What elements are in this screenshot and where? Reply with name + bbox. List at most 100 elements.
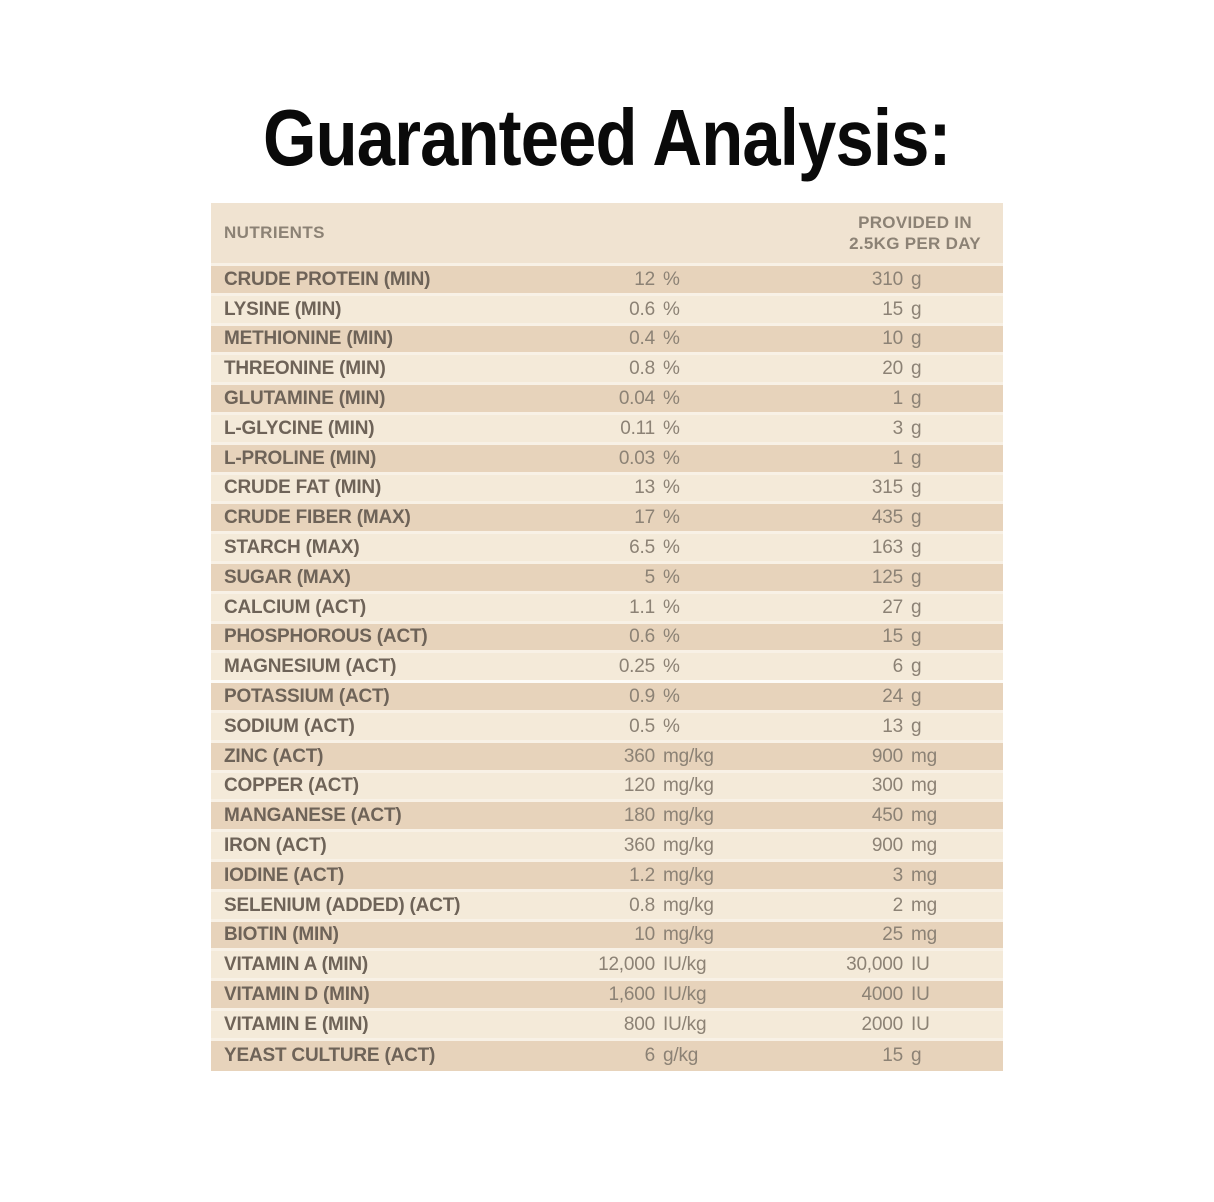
daily-unit: mg <box>911 776 937 796</box>
nutrient-unit: IU/kg <box>663 1014 707 1034</box>
daily-unit: g <box>911 448 922 468</box>
nutrient-unit: g/kg <box>663 1046 699 1066</box>
nutrient-value: 6 <box>644 1046 655 1066</box>
daily-value: 2000 <box>861 1014 903 1034</box>
daily-unit: IU <box>911 1014 930 1034</box>
nutrient-name: PHOSPHOROUS (ACT) <box>224 627 428 647</box>
daily-value: 25 <box>882 925 903 945</box>
table-row: POTASSIUM (ACT) 0.9 % 24 g <box>211 683 1003 713</box>
nutrient-unit: mg/kg <box>663 925 714 945</box>
daily-value: 900 <box>871 746 903 766</box>
nutrient-name: YEAST CULTURE (ACT) <box>224 1046 436 1066</box>
nutrient-name: SUGAR (MAX) <box>224 567 351 587</box>
nutrient-value: 0.8 <box>629 895 655 915</box>
nutrient-name: POTASSIUM (ACT) <box>224 687 390 707</box>
nutrient-value: 0.6 <box>629 299 655 319</box>
nutrient-unit: mg/kg <box>663 836 714 856</box>
nutrient-value: 360 <box>623 746 655 766</box>
nutrient-unit: mg/kg <box>663 895 714 915</box>
nutrient-name: L-PROLINE (MIN) <box>224 448 377 468</box>
nutrient-value: 0.04 <box>618 389 655 409</box>
nutrient-unit: % <box>663 567 680 587</box>
table-row: IRON (ACT) 360 mg/kg 900 mg <box>211 832 1003 862</box>
nutrient-name: VITAMIN E (MIN) <box>224 1014 369 1034</box>
table-row: L-PROLINE (MIN) 0.03 % 1 g <box>211 444 1003 475</box>
daily-value: 163 <box>871 538 903 558</box>
nutrient-value: 6.5 <box>629 538 655 558</box>
table-row: VITAMIN E (MIN) 800 IU/kg 2000 IU <box>211 1010 1003 1041</box>
daily-value: 1 <box>892 448 903 468</box>
nutrient-value: 180 <box>623 806 655 826</box>
nutrient-value: 0.25 <box>618 657 655 677</box>
table-row: METHIONINE (MIN) 0.4 % 10 g <box>211 325 1003 356</box>
nutrient-value: 13 <box>634 478 655 498</box>
nutrient-value: 800 <box>623 1014 655 1034</box>
daily-value: 15 <box>882 299 903 319</box>
guaranteed-analysis-table: NUTRIENTS PROVIDED IN 2.5KG PER DAY CRUD… <box>211 203 1003 1071</box>
nutrient-name: CALCIUM (ACT) <box>224 597 366 617</box>
nutrient-name: IRON (ACT) <box>224 836 327 856</box>
table-row: STARCH (MAX) 6.5 % 163 g <box>211 534 1003 564</box>
nutrient-name: SODIUM (ACT) <box>224 716 355 736</box>
nutrient-name: MANGANESE (ACT) <box>224 806 402 826</box>
daily-unit: g <box>911 299 922 319</box>
daily-value: 3 <box>892 865 903 885</box>
daily-value: 4000 <box>861 985 903 1005</box>
nutrient-value: 120 <box>623 776 655 796</box>
nutrient-name: THREONINE (MIN) <box>224 359 386 379</box>
daily-value: 15 <box>882 627 903 647</box>
nutrient-name: VITAMIN D (MIN) <box>224 985 370 1005</box>
nutrient-unit: % <box>663 687 680 707</box>
page-title: Guaranteed Analysis: <box>263 93 951 182</box>
table-row: GLUTAMINE (MIN) 0.04 % 1 g <box>211 385 1003 415</box>
nutrient-name: MAGNESIUM (ACT) <box>224 657 397 677</box>
nutrient-value: 0.11 <box>620 418 655 438</box>
nutrient-name: SELENIUM (ADDED) (ACT) <box>224 895 461 915</box>
table-row: CRUDE FIBER (MAX) 17 % 435 g <box>211 504 1003 535</box>
nutrient-name: CRUDE FAT (MIN) <box>224 478 382 498</box>
daily-unit: g <box>911 269 922 289</box>
table-row: MAGNESIUM (ACT) 0.25 % 6 g <box>211 653 1003 684</box>
table-row: LYSINE (MIN) 0.6 % 15 g <box>211 295 1003 326</box>
table-row: YEAST CULTURE (ACT) 6 g/kg 15 g <box>211 1040 1003 1071</box>
nutrient-unit: % <box>663 359 680 379</box>
nutrient-value: 0.03 <box>618 448 655 468</box>
nutrient-unit: % <box>663 657 680 677</box>
daily-unit: g <box>911 329 922 349</box>
nutrient-name: CRUDE PROTEIN (MIN) <box>224 269 431 289</box>
nutrient-name: L-GLYCINE (MIN) <box>224 418 375 438</box>
table-row: PHOSPHOROUS (ACT) 0.6 % 15 g <box>211 623 1003 654</box>
daily-unit: g <box>911 478 922 498</box>
daily-value: 900 <box>871 836 903 856</box>
daily-value: 6 <box>892 657 903 677</box>
daily-unit: g <box>911 418 922 438</box>
daily-unit: mg <box>911 865 937 885</box>
nutrient-name: CRUDE FIBER (MAX) <box>224 508 411 528</box>
nutrient-name: LYSINE (MIN) <box>224 299 342 319</box>
nutrient-unit: % <box>663 269 680 289</box>
nutrient-name: VITAMIN A (MIN) <box>224 955 369 975</box>
table-header-row: NUTRIENTS PROVIDED IN 2.5KG PER DAY <box>211 203 1003 266</box>
nutrient-name: METHIONINE (MIN) <box>224 329 393 349</box>
nutrient-unit: mg/kg <box>663 806 714 826</box>
nutrient-unit: % <box>663 597 680 617</box>
daily-unit: mg <box>911 895 937 915</box>
nutrient-unit: % <box>663 478 680 498</box>
nutrient-unit: % <box>663 299 680 319</box>
table-row: BIOTIN (MIN) 10 mg/kg 25 mg <box>211 921 1003 952</box>
daily-unit: g <box>911 538 922 558</box>
table-row: ZINC (ACT) 360 mg/kg 900 mg <box>211 742 1003 773</box>
nutrient-value: 12 <box>634 269 655 289</box>
daily-value: 2 <box>892 895 903 915</box>
nutrient-name: ZINC (ACT) <box>224 746 324 766</box>
daily-unit: g <box>911 508 922 528</box>
daily-unit: g <box>911 627 922 647</box>
daily-unit: g <box>911 359 922 379</box>
daily-unit: mg <box>911 836 937 856</box>
nutrient-value: 1.1 <box>629 597 655 617</box>
daily-value: 310 <box>871 269 903 289</box>
nutrient-name: GLUTAMINE (MIN) <box>224 389 386 409</box>
daily-value: 10 <box>882 329 903 349</box>
table-row: COPPER (ACT) 120 mg/kg 300 mg <box>211 772 1003 803</box>
